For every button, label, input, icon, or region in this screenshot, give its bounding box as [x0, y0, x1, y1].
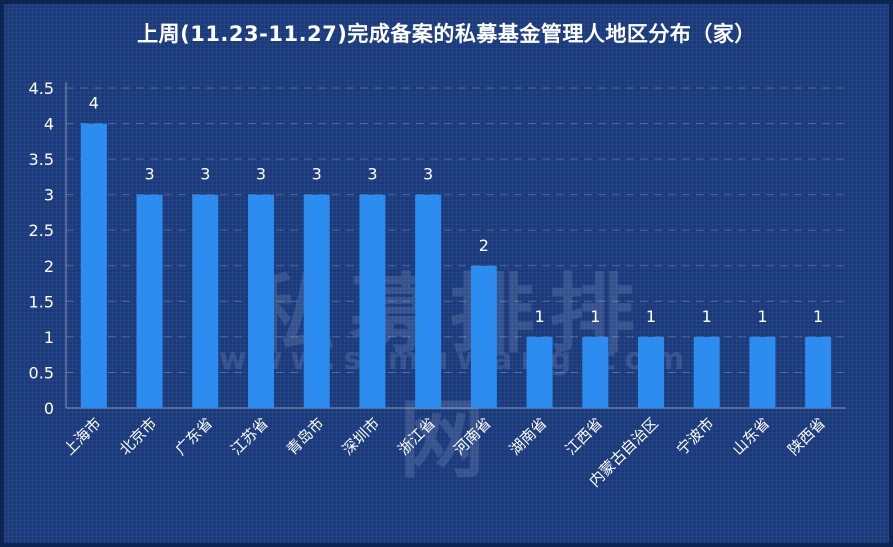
x-tick-label: 青岛市: [283, 414, 328, 459]
bar: [359, 194, 386, 408]
data-label: 3: [312, 165, 322, 184]
bar: [582, 336, 609, 408]
y-tick-label: 0.5: [29, 363, 54, 382]
bar-chart: 0 0.5 1 1.5 2 2.5 3 3.5 4 4.5 4 上海市 3 北京市 3 广东省 3 江苏省 3 青岛市…: [29, 79, 846, 490]
data-label: 4: [89, 94, 99, 113]
bar: [303, 194, 330, 408]
x-tick-label: 湖南省: [506, 414, 551, 459]
bar: [136, 194, 163, 408]
y-tick-label: 1: [44, 328, 54, 347]
y-tick-label: 0: [44, 399, 54, 418]
bar: [805, 336, 832, 408]
chart-title: 上周(11.23-11.27)完成备案的私募基金管理人地区分布（家）: [137, 22, 756, 46]
x-tick-label: 上海市: [60, 414, 105, 459]
x-tick-label: 浙江省: [394, 414, 439, 459]
bar: [638, 336, 664, 408]
bar: [192, 194, 219, 408]
x-tick-label: 广东省: [172, 414, 217, 459]
y-tick-label: 4: [44, 115, 54, 134]
data-label: 2: [479, 236, 489, 255]
y-tick-label: 2.5: [29, 221, 54, 240]
bar: [693, 336, 720, 408]
data-label: 3: [144, 165, 154, 184]
data-label: 3: [256, 165, 266, 184]
x-tick-label: 江西省: [562, 414, 607, 459]
x-tick-label: 山东省: [729, 414, 774, 459]
x-tick-label: 河南省: [450, 414, 495, 459]
data-label: 3: [367, 165, 377, 184]
bar: [526, 336, 553, 408]
x-tick-label: 江苏省: [227, 414, 272, 459]
y-tick-label: 2: [44, 257, 54, 276]
bar: [415, 194, 442, 408]
data-label: 1: [646, 307, 656, 326]
data-label: 3: [200, 165, 210, 184]
data-label: 1: [813, 307, 823, 326]
data-label: 1: [757, 307, 767, 326]
y-tick-label: 3: [44, 186, 54, 205]
data-label: 1: [702, 307, 712, 326]
x-tick-label: 北京市: [116, 414, 161, 459]
y-tick-label: 4.5: [29, 79, 54, 98]
y-tick-label: 1.5: [29, 292, 54, 311]
bar: [749, 336, 776, 408]
bar: [80, 123, 107, 409]
bar: [248, 194, 274, 408]
y-tick-label: 3.5: [29, 150, 54, 169]
data-label: 3: [423, 165, 433, 184]
bar: [470, 265, 497, 408]
x-tick-label: 宁波市: [673, 414, 718, 459]
data-label: 1: [534, 307, 544, 326]
x-tick-label: 陕西省: [784, 414, 829, 459]
x-tick-label: 深圳市: [339, 414, 384, 459]
data-label: 1: [590, 307, 600, 326]
